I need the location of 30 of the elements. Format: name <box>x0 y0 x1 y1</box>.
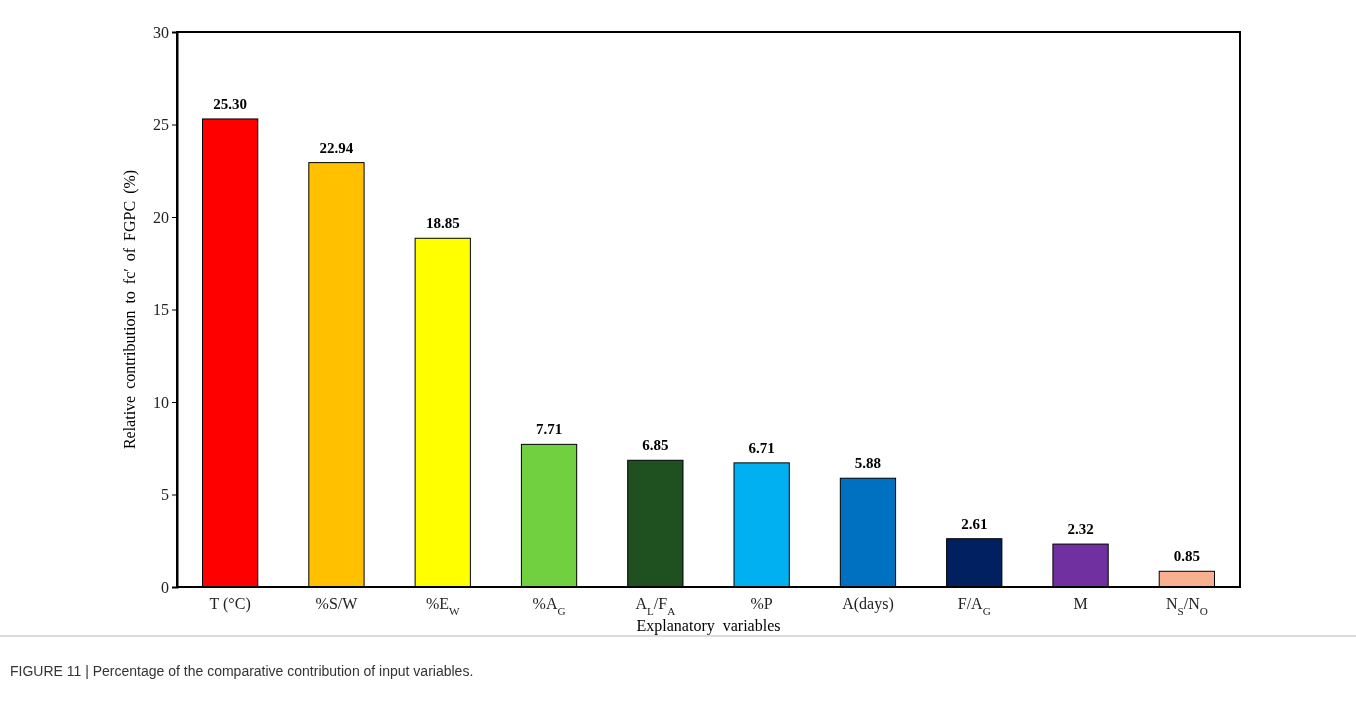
data-label: 6.71 <box>748 439 775 456</box>
data-label: 25.30 <box>213 95 248 112</box>
y-tick-label: 20 <box>153 208 169 226</box>
x-tick-label: %S/W <box>315 595 359 612</box>
data-label: 2.61 <box>961 515 988 532</box>
y-tick-label: 25 <box>153 116 169 134</box>
y-tick-label: 30 <box>153 23 169 41</box>
x-axis-title: Explanatory variables <box>636 617 781 635</box>
data-label: 18.85 <box>425 215 460 232</box>
y-tick-label: 0 <box>161 578 169 596</box>
x-tick-label: A(days) <box>842 595 894 613</box>
y-tick-label: 15 <box>153 301 169 319</box>
data-label: 7.71 <box>535 421 563 438</box>
y-tick-label: 5 <box>161 486 169 504</box>
x-tick-label: %E$_{W}$ <box>425 595 461 617</box>
data-label: 22.94 <box>319 139 354 156</box>
data-label: 0.85 <box>1173 548 1200 565</box>
y-tick-label: 10 <box>153 393 169 411</box>
x-tick-label: A$_{L}$/F$_{A}$ <box>635 595 676 617</box>
caption: FIGURE 11 | Percentage of the comparative contribution of input variables. <box>10 663 474 679</box>
x-tick-label: %P <box>750 595 773 612</box>
data-label: 6.85 <box>642 437 669 454</box>
data-label: 5.88 <box>854 455 882 472</box>
x-tick-label: %A$_{G}$ <box>532 595 566 617</box>
x-tick-label: F/A$_{G}$ <box>957 595 991 617</box>
x-tick-label: T (°C) <box>209 595 251 613</box>
x-tick-label: N$_{S}$/N$_{O}$ <box>1165 595 1208 617</box>
data-label: 2.32 <box>1067 521 1094 538</box>
x-tick-label: M <box>1073 595 1088 612</box>
y-axis-title: Relative contribution to fc′ of FGPC (%) <box>121 169 139 450</box>
